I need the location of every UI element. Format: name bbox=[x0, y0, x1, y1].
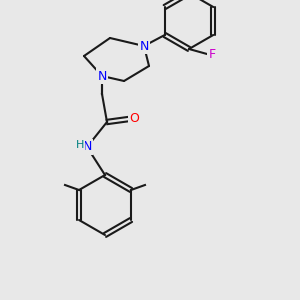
Text: F: F bbox=[208, 47, 216, 61]
Text: N: N bbox=[139, 40, 149, 52]
Text: H: H bbox=[76, 140, 84, 150]
Text: O: O bbox=[129, 112, 139, 125]
Text: N: N bbox=[97, 70, 107, 83]
Text: N: N bbox=[82, 140, 92, 154]
